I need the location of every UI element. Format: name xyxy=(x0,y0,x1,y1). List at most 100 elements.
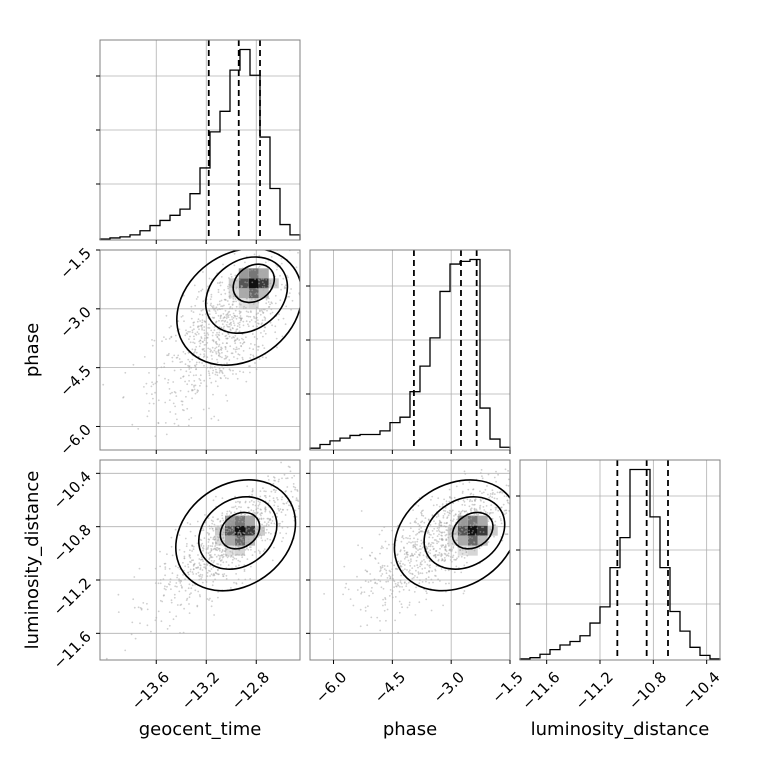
sample-point xyxy=(311,486,313,488)
sample-point xyxy=(217,291,220,293)
x-tick-label: −10.8 xyxy=(625,668,670,713)
sample-point xyxy=(435,516,438,518)
sample-point xyxy=(216,539,219,542)
sample-point xyxy=(495,506,498,509)
sample-point xyxy=(475,513,478,515)
sample-point xyxy=(188,366,191,368)
sample-point xyxy=(157,399,160,402)
sample-point xyxy=(215,312,217,314)
sample-point xyxy=(122,396,124,399)
sample-point xyxy=(215,346,218,349)
sample-point xyxy=(214,571,217,574)
sample-point xyxy=(389,570,392,573)
sample-point xyxy=(257,349,259,351)
sample-point xyxy=(220,299,223,302)
sample-point xyxy=(456,518,458,521)
sample-point xyxy=(235,300,238,303)
sample-point xyxy=(191,383,193,386)
sample-point xyxy=(260,309,263,311)
sample-point xyxy=(400,540,403,543)
sample-point xyxy=(154,382,157,385)
sample-point xyxy=(297,507,300,510)
sample-point xyxy=(251,289,254,292)
sample-point xyxy=(177,320,180,322)
sample-point xyxy=(117,593,120,596)
sample-point xyxy=(151,339,153,341)
sample-point xyxy=(486,523,489,526)
sample-point xyxy=(250,518,253,521)
sample-point xyxy=(201,574,204,576)
density-cell xyxy=(225,515,235,526)
sample-point xyxy=(321,267,323,269)
sample-point xyxy=(145,382,148,385)
sample-point xyxy=(247,244,249,246)
sample-point xyxy=(439,547,441,550)
sample-point xyxy=(398,600,401,603)
sample-point xyxy=(180,603,183,606)
sample-point xyxy=(399,579,402,582)
sample-point xyxy=(449,529,452,531)
sample-point xyxy=(394,582,397,585)
sample-point xyxy=(271,516,274,518)
sample-point xyxy=(463,536,466,539)
sample-point xyxy=(301,526,303,528)
sample-point xyxy=(280,498,283,501)
sample-point xyxy=(220,305,223,307)
sample-point xyxy=(392,579,395,582)
sample-point xyxy=(230,276,233,278)
sample-point xyxy=(399,549,402,551)
sample-point xyxy=(431,570,433,572)
sample-point xyxy=(217,591,220,593)
sample-point xyxy=(441,554,444,556)
sample-point xyxy=(223,289,226,291)
sample-point xyxy=(495,470,497,473)
sample-point xyxy=(265,490,267,493)
sample-point xyxy=(210,568,213,570)
sample-point xyxy=(212,580,215,583)
sample-point xyxy=(220,276,223,278)
density-cell xyxy=(248,268,259,279)
sample-point xyxy=(398,562,401,565)
sample-point xyxy=(220,554,223,557)
sample-point xyxy=(245,292,247,294)
sample-point xyxy=(357,544,359,547)
sample-point xyxy=(430,578,433,581)
sample-point xyxy=(419,572,422,574)
sample-point xyxy=(280,242,282,244)
density-cell xyxy=(235,515,245,526)
sample-point xyxy=(308,484,310,486)
sample-point xyxy=(412,530,415,533)
sample-point xyxy=(163,366,166,368)
sample-point xyxy=(457,555,460,558)
sample-point xyxy=(295,499,298,502)
sample-point xyxy=(230,321,232,324)
sample-point xyxy=(222,561,225,564)
sample-point xyxy=(222,367,225,370)
sample-point xyxy=(258,282,260,285)
sample-point xyxy=(192,573,195,575)
sample-point xyxy=(165,588,167,591)
sample-point xyxy=(239,560,241,563)
sample-point xyxy=(204,514,206,516)
sample-point xyxy=(215,351,217,353)
sample-point xyxy=(345,582,348,585)
sample-point xyxy=(238,279,241,281)
sample-point xyxy=(231,506,234,509)
sample-point xyxy=(474,534,477,537)
sample-point xyxy=(447,542,449,545)
sample-point xyxy=(265,532,267,534)
sample-point xyxy=(194,589,197,592)
sample-point xyxy=(266,523,268,525)
sample-point xyxy=(240,513,243,516)
sample-point xyxy=(259,490,262,492)
sample-point xyxy=(202,356,205,358)
sample-point xyxy=(294,486,297,489)
sample-point xyxy=(305,514,307,516)
sample-point xyxy=(242,350,245,352)
sample-point xyxy=(262,526,264,529)
sample-point xyxy=(250,522,252,524)
sample-point xyxy=(381,573,384,575)
sample-point xyxy=(533,483,535,485)
sample-point xyxy=(189,330,191,333)
sample-point xyxy=(212,516,214,519)
